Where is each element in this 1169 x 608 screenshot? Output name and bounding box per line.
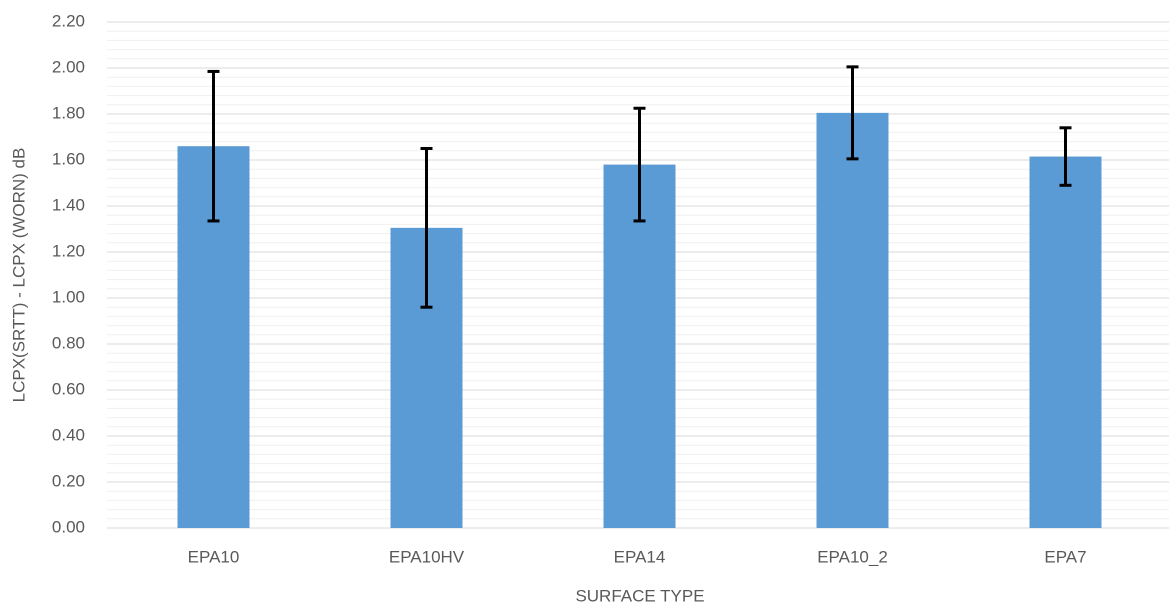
x-axis-label: SURFACE TYPE [575,586,704,605]
y-tick-label: 0.20 [52,471,85,490]
error-bar [1059,126,1072,187]
bar [603,164,676,528]
x-tick-label: EPA7 [1044,547,1086,566]
y-tick-label: 0.60 [52,379,85,398]
bar [816,112,889,528]
y-tick-label: 0.40 [52,425,85,444]
y-tick-label: 1.00 [52,287,85,306]
error-bar [207,69,220,223]
y-axis-label: LCPX(SRTT) - LCPX (WORN) dB [9,148,28,403]
x-tick-label: EPA14 [614,547,666,566]
x-tick-label: EPA10_2 [817,547,888,566]
y-tick-label: 1.20 [52,241,85,260]
error-bar [633,106,646,223]
x-tick-label: EPA10 [188,547,240,566]
error-bar [846,65,859,161]
bar [1029,156,1102,529]
y-tick-label: 2.00 [52,57,85,76]
y-tick-label: 1.60 [52,149,85,168]
x-tick-label: EPA10HV [389,547,465,566]
y-tick-label: 1.40 [52,195,85,214]
error-bar [420,147,433,309]
y-tick-label: 2.20 [52,11,85,30]
y-tick-label: 1.80 [52,103,85,122]
y-tick-label: 0.80 [52,333,85,352]
y-tick-label: 0.00 [52,517,85,536]
